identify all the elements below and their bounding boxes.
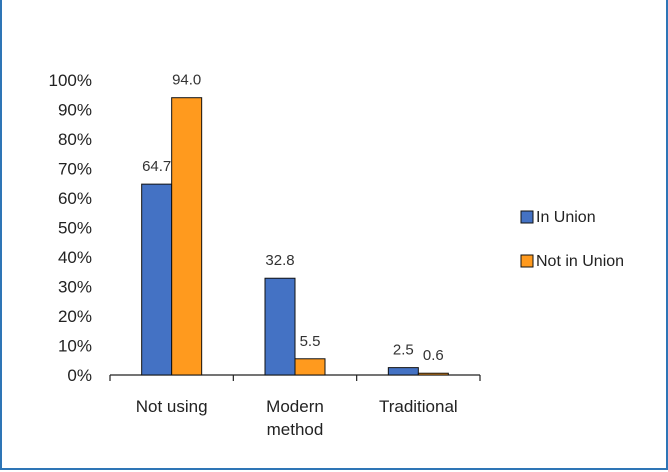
data-label: 32.8 (265, 252, 294, 269)
y-tick-label: 50% (58, 219, 92, 238)
y-tick-label: 90% (58, 101, 92, 120)
legend-label: Not in Union (536, 253, 624, 270)
x-category-label: Modern method (266, 397, 324, 439)
y-tick-label: 0% (67, 366, 92, 385)
y-tick-label: 60% (58, 189, 92, 208)
y-tick-label: 20% (58, 307, 92, 326)
data-label: 94.0 (172, 72, 201, 89)
data-label: 64.7 (142, 158, 171, 175)
y-axis: 0% 10% 20% 30% 40% 50% 60% 70% 80% 90% 100% (49, 71, 92, 385)
y-tick-label: 10% (58, 337, 92, 356)
legend-label: In Union (536, 209, 596, 226)
x-axis: Not using Modern method Traditional (109, 374, 481, 439)
bar (171, 97, 203, 376)
bar (141, 183, 173, 376)
y-tick-label: 30% (58, 278, 92, 297)
legend: In Union Not in Union (520, 209, 624, 270)
bar (264, 277, 296, 376)
data-labels: 64.7 32.8 2.5 94.0 5.5 0.6 (142, 72, 444, 365)
x-category-label: Traditional (379, 397, 458, 416)
y-tick-label: 70% (58, 160, 92, 179)
y-tick-label: 80% (58, 130, 92, 149)
data-label: 0.6 (423, 347, 444, 364)
legend-swatch (520, 254, 534, 268)
x-category-label: Not using (136, 397, 208, 416)
bar (294, 358, 326, 376)
data-label: 5.5 (300, 333, 321, 350)
bars (141, 97, 449, 376)
bar (417, 372, 449, 376)
data-label: 2.5 (393, 342, 414, 359)
legend-swatch (520, 210, 534, 224)
y-tick-label: 100% (49, 71, 92, 90)
y-tick-label: 40% (58, 248, 92, 267)
bar (387, 367, 419, 376)
